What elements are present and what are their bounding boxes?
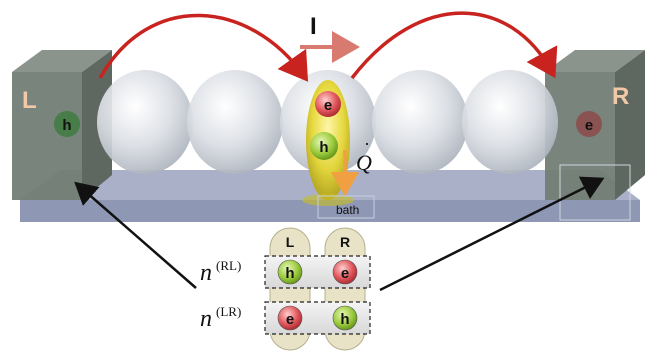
inset-row1-left: h: [285, 265, 294, 282]
bath-box: [317, 195, 375, 219]
hop-arrow-right: [350, 11, 558, 80]
bath-label: bath: [336, 203, 359, 217]
row1-symbol: n: [200, 260, 212, 286]
pointer-arrow-left: [74, 181, 197, 289]
right-region-outline: [559, 164, 631, 221]
pointer-arrow-right: [379, 176, 605, 292]
occupation-inset: L R h e e h: [264, 227, 371, 351]
inset-row2-left: e: [286, 311, 294, 328]
left-hole-label: h: [62, 117, 71, 134]
dot-sphere: [462, 70, 558, 174]
row1-label: n (RL): [200, 258, 241, 286]
exciton: e h: [302, 80, 354, 206]
heat-label: Q: [356, 150, 372, 175]
inset-col-right: R: [340, 234, 350, 250]
dot-sphere: [97, 70, 193, 174]
exciton-electron-label: e: [324, 97, 332, 114]
row2-symbol: n: [200, 306, 212, 332]
right-electron-label: e: [585, 117, 593, 134]
inset-row1-right: e: [341, 265, 349, 282]
right-lead-label: R: [612, 83, 629, 110]
exciton-hole-label: h: [319, 139, 328, 156]
inset-col-left: L: [286, 234, 295, 250]
heat-dot: ·: [364, 134, 370, 154]
current-label: I: [310, 13, 317, 40]
left-hole: h: [54, 111, 80, 137]
row1-superscript: (RL): [216, 258, 241, 273]
right-electron: e: [576, 111, 602, 137]
left-lead-label: L: [22, 87, 37, 114]
hop-arrow-left: [98, 13, 309, 82]
row2-superscript: (LR): [216, 304, 241, 319]
row2-label: n (LR): [200, 304, 241, 332]
dot-sphere: [187, 70, 283, 174]
inset-row2-right: h: [340, 311, 349, 328]
dot-sphere: [372, 70, 468, 174]
